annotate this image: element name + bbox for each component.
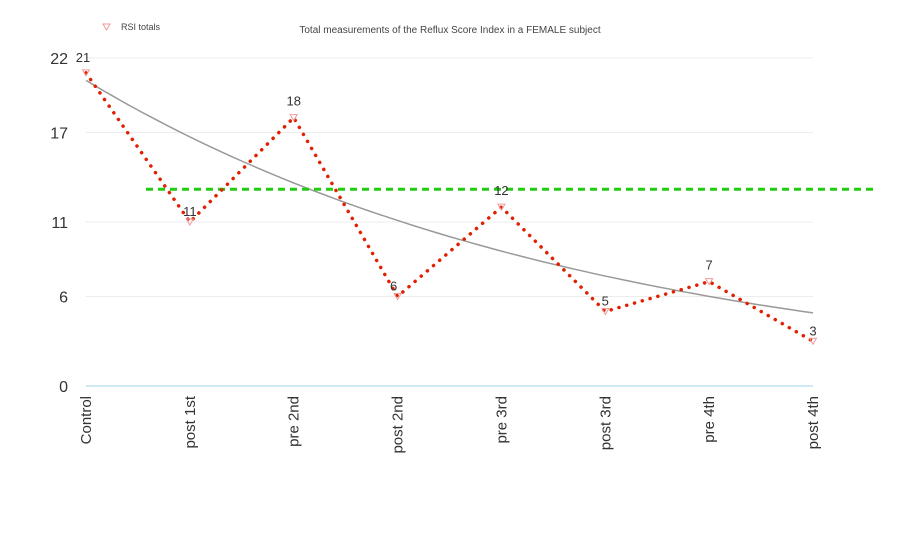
y-tick-label: 0 (59, 379, 68, 396)
data-point-marker (393, 293, 402, 301)
y-tick-label: 6 (59, 290, 68, 307)
series-rsi-totals (81, 69, 818, 346)
data-label: 5 (602, 293, 609, 308)
data-label: 6 (390, 279, 397, 294)
x-tick-label: pre 4th (701, 396, 718, 443)
x-tick-label: post 3rd (597, 396, 614, 450)
data-point-marker (185, 218, 195, 226)
data-label: 11 (183, 204, 197, 219)
data-label: 3 (809, 323, 816, 338)
x-tick-label: post 2nd (390, 396, 407, 454)
trendline (85, 79, 814, 314)
data-label: 18 (286, 94, 300, 109)
y-axis-ticks: 0 6 11 17 22 (50, 51, 68, 396)
chart-title: Total measurements of the Reflux Score I… (299, 25, 600, 36)
data-label: 12 (494, 183, 508, 198)
y-tick-label: 17 (50, 126, 68, 143)
legend: RSI totals (102, 22, 161, 32)
legend-label: RSI totals (121, 22, 161, 32)
x-tick-label: post 4th (805, 396, 822, 449)
data-point-marker (497, 203, 506, 212)
y-tick-label: 11 (51, 215, 68, 232)
grid-lines (86, 57, 813, 298)
x-tick-label: post 1st (182, 395, 199, 448)
data-point-marker (704, 278, 714, 286)
data-label: 7 (706, 258, 713, 273)
data-point-marker (600, 307, 610, 316)
data-point-marker (289, 114, 299, 122)
data-point-marker (808, 337, 818, 346)
x-tick-label: Control (78, 396, 95, 444)
y-tick-label: 22 (50, 51, 68, 68)
x-axis-ticks: Control post 1st pre 2nd post 2nd pre 3rd pos… (78, 395, 822, 453)
legend-marker-icon (102, 23, 111, 31)
x-tick-label: pre 2nd (286, 396, 303, 447)
data-labels: 21 11 18 6 12 5 7 3 (76, 50, 817, 338)
data-label: 21 (76, 50, 90, 65)
x-tick-label: pre 3rd (493, 396, 510, 444)
data-point-marker (81, 69, 91, 77)
